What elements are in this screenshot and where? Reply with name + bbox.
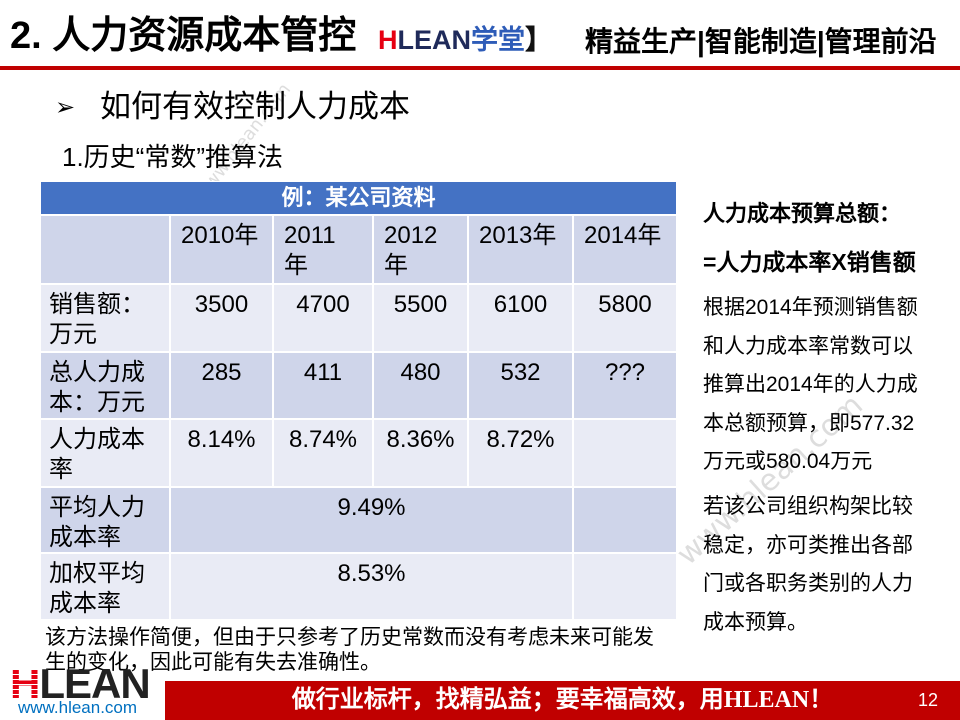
footer-logo: HLEAN (10, 660, 151, 707)
empty-cell (573, 553, 677, 620)
cell-rate-2010: 8.14% (170, 419, 273, 487)
cell-sales-2014: 5800 (573, 284, 677, 352)
slide-title: 2. 人力资源成本管控 (10, 15, 357, 57)
logo-h-letter: H (10, 660, 40, 707)
brand-h-letter: H (378, 25, 398, 55)
page-number: 12 (917, 690, 938, 710)
column-header-2010: 2010年 (170, 215, 273, 284)
cell-average-rate: 9.49% (170, 487, 573, 553)
cell-rate-2014 (573, 419, 677, 487)
company-data-table: 例：某公司资料 2010年 2011 年 2012 年 2013年 2014年 … (40, 181, 677, 620)
cell-rate-2013: 8.72% (468, 419, 573, 487)
empty-cell (573, 487, 677, 553)
bullet-heading: 如何有效控制人力成本 (100, 89, 410, 124)
header-divider (0, 66, 960, 70)
method-note: 该方法操作简便，但由于只参考了历史常数而没有考虑未来可能发生的变化，因此可能有失… (45, 626, 654, 674)
brand-wordmark: HLEAN学堂】 (378, 22, 552, 58)
budget-extension: 若该公司组织构架比较稳定，亦可类推出各部门或各职务类别的人力成本预算。 (703, 495, 913, 634)
cell-rate-2011: 8.74% (273, 419, 373, 487)
row-label-sales: 销售额： 万元 (40, 284, 170, 352)
budget-formula: =人力成本率X销售额 (703, 249, 916, 275)
cell-labor-cost-2013: 532 (468, 352, 573, 419)
cell-labor-cost-2011: 411 (273, 352, 373, 419)
brand-lean-letters: LEAN (397, 25, 472, 55)
column-header-2014: 2014年 (573, 215, 677, 284)
column-header-2013: 2013年 (468, 215, 573, 284)
bullet-arrow-icon: ➢ (55, 93, 76, 121)
cell-sales-2013: 6100 (468, 284, 573, 352)
row-label-average-rate: 平均人力 成本率 (40, 487, 170, 553)
logo-lean-letters: LEAN (39, 660, 150, 707)
brand-bracket: 】 (525, 25, 552, 55)
cell-weighted-rate: 8.53% (170, 553, 573, 620)
column-header-2012: 2012 年 (373, 215, 468, 284)
footer-url: www.hlean.com (18, 698, 138, 717)
table-caption: 例：某公司资料 (40, 181, 677, 215)
header-tagline: 精益生产|智能制造|管理前沿 (585, 26, 937, 57)
footer-bar: 做行业标杆，找精弘益；要幸福高效，用HLEAN！ 12 (165, 681, 960, 720)
cell-labor-cost-2010: 285 (170, 352, 273, 419)
column-header-2011: 2011 年 (273, 215, 373, 284)
cell-labor-cost-2012: 480 (373, 352, 468, 419)
budget-explanation: 根据2014年预测销售额和人力成本率常数可以推算出2014年的人力成本总额预算，… (703, 296, 918, 473)
row-label-weighted-rate: 加权平均 成本率 (40, 553, 170, 620)
cell-sales-2011: 4700 (273, 284, 373, 352)
table-corner-cell (40, 215, 170, 284)
cell-sales-2010: 3500 (170, 284, 273, 352)
cell-rate-2012: 8.36% (373, 419, 468, 487)
row-label-labor-cost-rate: 人力成本 率 (40, 419, 170, 487)
cell-sales-2012: 5500 (373, 284, 468, 352)
method-heading: 1.历史“常数”推算法 (62, 142, 284, 172)
brand-xuetang-text: 学堂 (471, 25, 525, 55)
row-label-labor-cost: 总人力成 本：万元 (40, 352, 170, 419)
cell-labor-cost-2014: ??? (573, 352, 677, 419)
budget-heading: 人力成本预算总额： (703, 201, 902, 226)
footer-slogan: 做行业标杆，找精弘益；要幸福高效，用HLEAN！ (291, 687, 834, 713)
